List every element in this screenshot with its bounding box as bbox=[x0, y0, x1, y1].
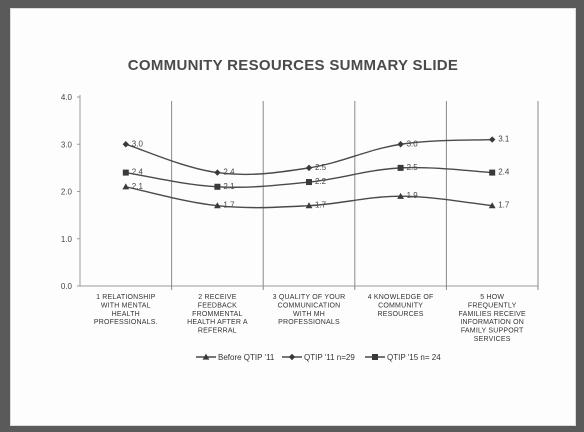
data-point bbox=[305, 164, 313, 172]
data-point bbox=[122, 141, 129, 148]
x-category-label: 3 QUALITY OF YOUR COMMUNICATION WITH MH PRO… bbox=[273, 294, 346, 326]
data-point bbox=[305, 202, 313, 209]
data-label: 2.5 bbox=[407, 163, 419, 172]
legend-marker bbox=[372, 354, 378, 360]
legend-entry: QTIP '15 n= 24 bbox=[365, 353, 441, 362]
data-label: 3.0 bbox=[132, 139, 144, 148]
y-tick-label: 1.0 bbox=[61, 235, 73, 244]
legend-label: QTIP '11 n=29 bbox=[304, 353, 355, 362]
line-chart: COMMUNITY RESOURCES SUMMARY SLIDE 0.0 1.0… bbox=[61, 57, 539, 362]
data-point bbox=[214, 183, 221, 190]
x-category-label: 2 RECEIVE FEEDBACK FROMMENTAL HEALTH AFTER … bbox=[187, 294, 248, 335]
legend-entry: Before QTIP '11 bbox=[196, 353, 275, 362]
chart-title: COMMUNITY RESOURCES SUMMARY SLIDE bbox=[128, 57, 458, 74]
data-point bbox=[214, 169, 221, 176]
x-category-label: 5 HOW FREQUENTLY FAMILIES RECEIVE INFORMATI… bbox=[459, 294, 527, 343]
data-point bbox=[397, 164, 404, 171]
y-tick-label: 2.0 bbox=[61, 188, 73, 197]
data-point bbox=[489, 169, 496, 176]
data-point bbox=[488, 202, 496, 209]
data-label: 1.7 bbox=[315, 201, 327, 210]
data-label: 2.4 bbox=[132, 168, 144, 177]
x-category-label: 1 RELATIONSHIP WITH MENTAL HEALTH PROFESSIO… bbox=[94, 294, 158, 326]
legend-label: Before QTIP '11 bbox=[218, 353, 275, 362]
data-point bbox=[214, 202, 221, 209]
data-label: 2.4 bbox=[498, 168, 510, 177]
data-label: 2.1 bbox=[132, 182, 144, 191]
data-label: 1.9 bbox=[407, 191, 419, 200]
plot-area: 0.0 1.0 2.0 3.0 4.0 1 RELATIONSHIP WITH MENTAL… bbox=[61, 93, 539, 362]
data-label: 2.2 bbox=[315, 177, 327, 186]
slide: COMMUNITY RESOURCES SUMMARY SLIDE 0.0 1.0… bbox=[10, 8, 576, 426]
y-tick-label: 0.0 bbox=[61, 282, 73, 291]
data-point bbox=[306, 179, 312, 186]
legend-entry: QTIP '11 n=29 bbox=[282, 353, 355, 362]
x-category-label: 4 KNOWLEDGE OF COMMUNITY RESOURCES bbox=[368, 294, 434, 318]
legend-label: QTIP '15 n= 24 bbox=[387, 353, 441, 362]
data-label: 3.0 bbox=[407, 139, 419, 148]
data-point bbox=[122, 183, 130, 190]
series-triangle: 2.1 1.7 1.7 1.9 1.7 bbox=[122, 182, 510, 210]
data-label: 2.1 bbox=[223, 182, 235, 191]
y-tick-label: 3.0 bbox=[61, 140, 73, 149]
data-label: 3.1 bbox=[498, 135, 510, 144]
data-label: 1.7 bbox=[223, 201, 235, 210]
data-label: 2.4 bbox=[223, 168, 235, 177]
series-square: 2.4 2.1 2.2 2.5 2.4 bbox=[122, 163, 510, 191]
legend-marker bbox=[202, 353, 210, 360]
data-point bbox=[489, 136, 496, 143]
data-point bbox=[397, 192, 404, 199]
data-point bbox=[122, 169, 129, 176]
series-diamond: 3.0 2.4 2.5 3.0 3.1 bbox=[122, 135, 510, 177]
legend-marker bbox=[288, 353, 296, 361]
data-label: 2.5 bbox=[315, 163, 327, 172]
y-tick-label: 4.0 bbox=[61, 93, 73, 102]
data-label: 1.7 bbox=[498, 201, 510, 210]
data-point bbox=[397, 141, 404, 148]
